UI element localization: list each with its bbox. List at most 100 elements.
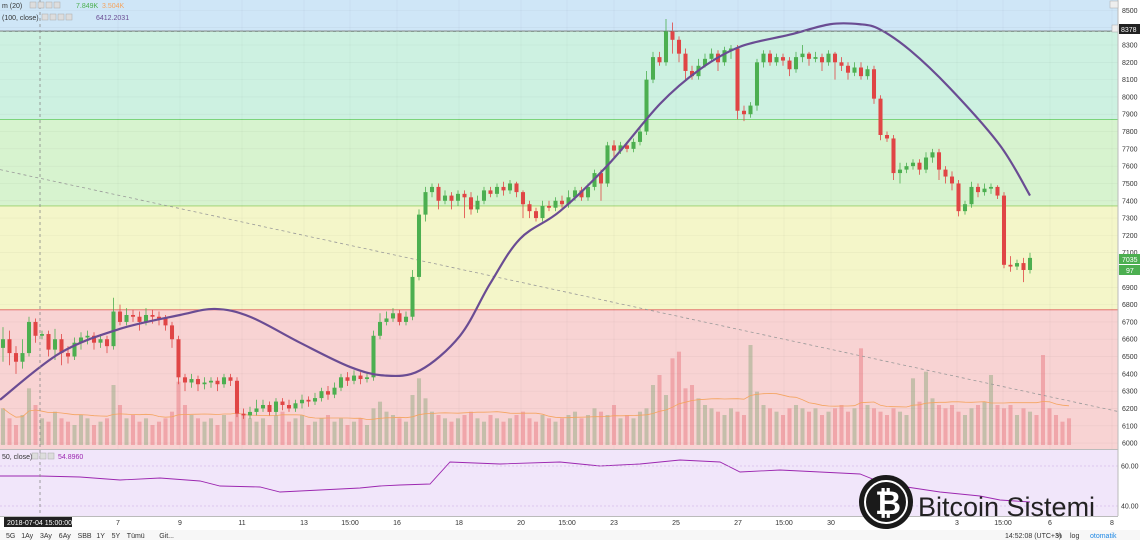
- candle-body-95: [618, 145, 623, 151]
- price-tick-13: 7300: [1122, 216, 1138, 223]
- volume-bar-84: [546, 418, 552, 445]
- candle-body-139: [904, 166, 909, 170]
- candle-body-49: [319, 391, 324, 399]
- volume-bar-53: [345, 425, 350, 445]
- volume-bar-147: [956, 411, 961, 445]
- candle-body-23: [150, 315, 155, 317]
- candle-body-100: [650, 57, 656, 80]
- candle-body-29: [189, 379, 194, 383]
- volume-bar-12: [78, 415, 84, 445]
- volume-bar-100: [650, 385, 656, 445]
- candle-body-20: [130, 315, 136, 317]
- volume-bar-36: [234, 398, 240, 445]
- bitcoin-logo-icon: [859, 475, 913, 529]
- auto-toggle[interactable]: otomatik: [1090, 533, 1117, 540]
- candle-body-72: [468, 197, 474, 210]
- volume-bar-113: [735, 411, 740, 445]
- scale-minus-icon[interactable]: [1109, 0, 1119, 9]
- candle-body-57: [371, 335, 376, 378]
- volume-bar-6: [39, 418, 45, 445]
- time-axis: [0, 516, 1140, 530]
- price-tick-19: 7900: [1122, 112, 1138, 119]
- log-toggle[interactable]: log: [1070, 533, 1079, 540]
- legend2-more-icon[interactable]: [65, 13, 73, 21]
- timeframe-3[interactable]: 6Ay: [59, 533, 71, 540]
- candle-body-154: [1001, 195, 1007, 265]
- rsi-tick-0: 60.00: [1121, 464, 1139, 471]
- volume-bar-28: [182, 405, 188, 445]
- rsi-eye-icon[interactable]: [31, 452, 39, 460]
- candle-body-18: [117, 311, 123, 322]
- candle-body-90: [585, 186, 591, 198]
- candle-body-113: [735, 48, 740, 111]
- candle-body-26: [169, 325, 175, 340]
- candle-body-149: [969, 186, 974, 205]
- legend-eye-icon[interactable]: [29, 1, 37, 9]
- candle-body-131: [852, 67, 857, 73]
- volume-bar-103: [670, 358, 675, 445]
- candle-body-158: [1027, 257, 1033, 270]
- rsi-settings-icon[interactable]: [39, 452, 47, 460]
- timeframe-buttons[interactable]: 5G 1Ay 3Ay 6Ay SBB 1Y 5Y Tümü Git...: [6, 533, 174, 540]
- candle-body-6: [39, 334, 45, 336]
- time-label-15: 15:00: [994, 520, 1012, 527]
- volume-bar-101: [657, 375, 662, 445]
- timeframe-0[interactable]: 5G: [6, 533, 15, 540]
- volume-bar-87: [566, 415, 571, 445]
- candle-body-97: [631, 141, 636, 149]
- candle-body-94: [611, 145, 617, 151]
- timeframe-7[interactable]: Tümü: [127, 533, 145, 540]
- legend2-close-icon[interactable]: [57, 13, 65, 21]
- volume-bar-160: [1040, 355, 1046, 445]
- timeframe-2[interactable]: 3Ay: [40, 533, 52, 540]
- time-label-5: 16: [393, 520, 401, 527]
- price-tick-18: 7800: [1122, 129, 1138, 136]
- volume-bar-34: [221, 415, 227, 445]
- timeframe-5[interactable]: 1Y: [96, 533, 105, 540]
- price-tick-2: 6200: [1122, 406, 1138, 413]
- volume-bar-132: [858, 348, 864, 445]
- timeframe-6[interactable]: 5Y: [112, 533, 121, 540]
- timeframe-8[interactable]: Git...: [159, 533, 174, 540]
- price-tick-21: 8100: [1122, 77, 1138, 84]
- candle-body-75: [488, 190, 493, 194]
- volume-bar-57: [371, 408, 376, 445]
- candle-body-13: [85, 335, 90, 338]
- volume-bar-10: [65, 421, 71, 445]
- volume-bar-8: [52, 411, 58, 445]
- candle-body-120: [780, 57, 786, 61]
- percent-toggle[interactable]: %: [1056, 533, 1062, 540]
- volume-bar-86: [559, 418, 565, 445]
- volume-bar-115: [748, 345, 753, 445]
- timeframe-4[interactable]: SBB: [78, 533, 92, 540]
- volume-bar-91: [592, 408, 597, 445]
- candle-body-64: [416, 214, 422, 277]
- candle-body-143: [930, 152, 935, 158]
- time-label-9: 23: [610, 520, 618, 527]
- volume-bar-135: [878, 411, 883, 445]
- legend-line2-label: (100, close): [2, 15, 39, 22]
- volume-bar-80: [520, 411, 526, 445]
- legend2-eye-icon[interactable]: [41, 13, 49, 21]
- volume-bar-155: [1008, 405, 1013, 445]
- moving-average-line: [0, 22, 1031, 401]
- legend-settings-icon[interactable]: [37, 1, 45, 9]
- legend-more-icon[interactable]: [53, 1, 61, 9]
- rsi-close-icon[interactable]: [47, 452, 55, 460]
- legend-close-icon[interactable]: [45, 1, 53, 9]
- legend2-settings-icon[interactable]: [49, 13, 57, 21]
- crosshair-plus-icon[interactable]: [1111, 24, 1119, 33]
- timeframe-1[interactable]: 1Ay: [21, 533, 33, 540]
- volume-bar-144: [936, 405, 942, 445]
- candle-body-69: [449, 195, 454, 201]
- candle-body-17: [111, 311, 116, 347]
- volume-bar-148: [962, 415, 968, 445]
- price-tick-7: 6700: [1122, 319, 1138, 326]
- candle-body-135: [878, 98, 883, 135]
- candle-body-39: [254, 408, 259, 412]
- candle-body-4: [26, 321, 32, 354]
- volume-bar-55: [358, 418, 363, 445]
- volume-bar-1: [7, 418, 12, 445]
- volume-bar-41: [267, 425, 272, 445]
